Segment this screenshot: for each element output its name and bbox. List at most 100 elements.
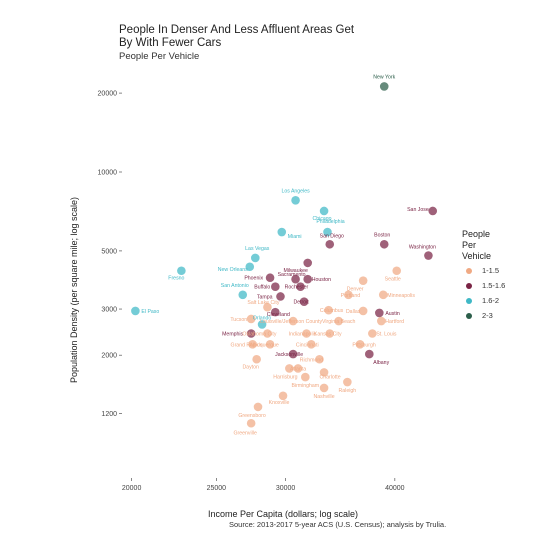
legend-label: 1-1.5: [482, 266, 500, 275]
point-label: Salt Lake City: [247, 300, 279, 306]
point-label: Cleveland: [267, 312, 290, 318]
data-point: [288, 349, 298, 359]
point-label: Minneapolis: [387, 293, 415, 299]
data-point: [291, 274, 300, 284]
point-label: Memphis: [222, 332, 243, 338]
point-label: Milwaukee: [283, 268, 308, 274]
data-point: [319, 383, 329, 393]
point-label: Miami: [288, 234, 302, 240]
data-point: [250, 253, 260, 263]
data-point: [376, 316, 386, 326]
point-label: Columbus: [320, 308, 344, 314]
data-point: [323, 227, 332, 237]
data-point: [315, 354, 324, 364]
point-label: San Jose: [407, 207, 429, 213]
legend-item: 1.5-1.6: [466, 281, 505, 290]
point-label: New Orleans: [218, 267, 248, 273]
legend-title: People Per Vehicle: [462, 229, 492, 261]
chart-subtitle: People Per Vehicle: [119, 51, 200, 62]
point-label: Albany: [373, 360, 389, 366]
point-label: San Diego: [320, 233, 344, 239]
y-axis-label: Population Density (per square mile; log…: [69, 197, 79, 383]
data-point: [177, 266, 186, 276]
legend-label: 1.5-1.6: [482, 281, 506, 290]
data-point: [291, 195, 300, 205]
data-point: [271, 282, 280, 292]
point-label: Boston: [374, 232, 390, 238]
data-point: [246, 314, 256, 324]
legend-label: 2-3: [482, 311, 493, 320]
data-point: [358, 306, 368, 316]
data-point: [248, 340, 257, 349]
data-point: [293, 364, 303, 373]
point-label: Denver: [347, 287, 364, 293]
data-point: [257, 320, 267, 329]
legend-label: 1.6-2: [482, 296, 500, 305]
data-point: [325, 239, 335, 249]
point-label: Virginia Beach: [322, 319, 355, 325]
y-tick-label: 10000: [98, 170, 118, 177]
data-point: [265, 273, 275, 283]
y-tick-label: 1200: [101, 411, 117, 418]
legend-swatch: [466, 298, 472, 305]
point-label: Kansas City: [314, 332, 342, 338]
legend-swatch: [466, 268, 472, 275]
point-label: Austin: [385, 311, 400, 317]
data-point: [368, 329, 377, 338]
data-point: [246, 329, 256, 338]
data-point: [379, 82, 389, 91]
data-point: [252, 354, 261, 364]
point-label: Philadelphia: [316, 219, 344, 225]
point-label: Harrisburg: [273, 374, 297, 380]
point-label: Knoxville: [269, 400, 290, 406]
point-label: Detroit: [293, 300, 309, 306]
point-label: Tucson: [230, 317, 247, 323]
point-label: Nashville: [314, 394, 335, 400]
point-label: Orlando: [253, 315, 272, 321]
x-tick-label: 20000: [122, 485, 142, 492]
data-point: [303, 274, 313, 284]
data-point: [265, 340, 275, 349]
legend-item: 1.6-2: [466, 296, 499, 305]
data-point: [355, 340, 365, 349]
data-point: [303, 258, 313, 268]
y-tick-label: 5000: [101, 248, 117, 255]
point-label: Chicago: [313, 216, 332, 222]
data-point: [131, 306, 140, 316]
data-point: [379, 239, 389, 249]
chart-title: People In Denser And Less Affluent Areas…: [119, 24, 355, 49]
data-point: [288, 316, 298, 326]
data-point: [246, 418, 256, 428]
point-label: Richmond: [300, 357, 323, 363]
point-label: El Paso: [141, 309, 159, 315]
y-tick-label: 20000: [98, 91, 118, 98]
point-label: Raleigh: [339, 388, 357, 394]
point-label: Buffalo: [254, 285, 270, 291]
data-point: [392, 266, 402, 276]
data-point: [263, 329, 272, 338]
legend-swatch: [466, 283, 472, 290]
x-axis: 20000 25000 30000 40000: [122, 478, 405, 492]
x-tick-label: 30000: [276, 485, 296, 492]
point-label: Washington: [409, 245, 436, 251]
data-point: [365, 349, 374, 359]
point-label: Phoenix: [244, 276, 263, 282]
point-label: Dayton: [242, 364, 259, 370]
point-label: Seattle: [385, 277, 401, 283]
data-point: [325, 329, 335, 338]
data-point: [324, 305, 333, 315]
point-label: Cincinnati: [296, 342, 319, 348]
point-label: Atlanta: [290, 366, 306, 372]
data-point: [334, 316, 343, 326]
data-point: [424, 251, 433, 260]
data-point: [276, 292, 285, 301]
point-label: Louisville/Jefferson County: [260, 319, 322, 325]
point-label: Portland: [341, 293, 360, 299]
point-label: Las Vegas: [245, 246, 270, 252]
legend-item: 1-1.5: [466, 266, 499, 275]
data-point: [306, 340, 316, 349]
point-label: Sacramento: [278, 272, 306, 278]
data-point: [302, 329, 311, 338]
point-label: Los Angeles: [281, 188, 310, 194]
